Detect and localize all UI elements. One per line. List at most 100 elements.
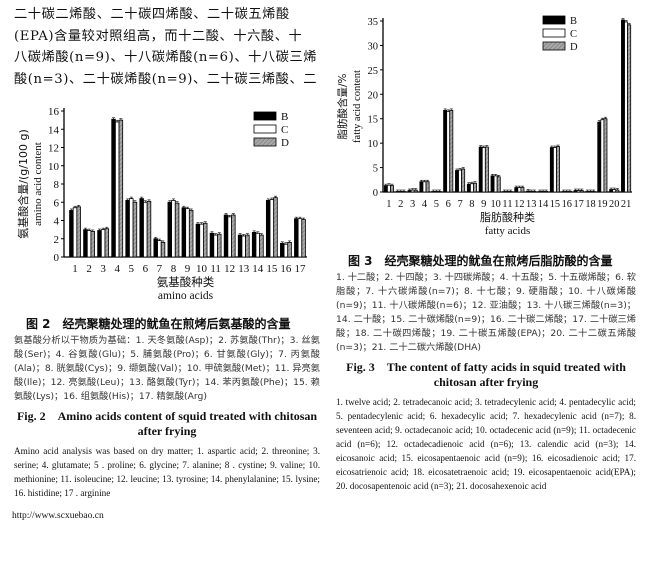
bar-C-9	[481, 147, 486, 193]
bar-C-17	[576, 190, 581, 193]
bar-C-12	[227, 216, 232, 258]
bar-B-6	[139, 198, 144, 258]
y-tick-label: 0	[373, 188, 378, 199]
bar-C-11	[213, 234, 218, 258]
bar-D-3	[104, 228, 110, 258]
fig2-note-en: Amino acid analysis was based on dry mat…	[14, 446, 320, 498]
bar-C-15	[552, 147, 557, 193]
x-tick-label: 2	[86, 263, 92, 275]
bar-B-11	[502, 191, 507, 193]
x-tick-label: 5	[129, 263, 135, 275]
y-tick-label: 25	[368, 66, 379, 77]
bar-C-6	[446, 110, 451, 193]
bar-D-2	[401, 191, 406, 193]
y-tick-label: 30	[368, 41, 379, 52]
body-line: (EPA)含量较对照组高，而十二酸、十六酸、十	[14, 28, 303, 44]
bar-D-7	[461, 168, 466, 193]
legend-swatch-B	[253, 111, 277, 121]
bar-C-5	[434, 191, 439, 193]
x-tick-label: 1	[386, 199, 391, 210]
x-tick-label: 6	[143, 263, 149, 275]
bar-B-3	[407, 190, 412, 193]
x-tick-label: 8	[469, 199, 474, 210]
bar-B-16	[561, 191, 566, 193]
bar-C-2	[398, 191, 403, 193]
fig2-note-cn: 氨基酸分析以干物质为基础：1. 天冬氨酸(Asp)；2. 苏氨酸(Thr)；3.…	[14, 335, 320, 402]
bar-D-10	[496, 176, 501, 193]
bar-B-11	[209, 232, 215, 258]
y-tick-label: 35	[368, 17, 379, 28]
bar-C-2	[86, 230, 92, 258]
body-line: 酸(n=3)、二十碳烯酸(n=9)、二十碳三烯酸、二	[14, 71, 318, 87]
bar-C-8	[469, 183, 474, 193]
x-tick-label: 9	[481, 199, 486, 210]
bar-D-12	[231, 214, 236, 258]
bar-D-18	[591, 191, 596, 193]
bar-C-14	[255, 232, 261, 258]
bar-B-2	[83, 229, 88, 258]
legend-swatch-C	[542, 28, 566, 38]
bar-B-8	[167, 201, 173, 258]
x-tick-label: 14	[538, 199, 549, 210]
bar-B-5	[431, 191, 436, 193]
x-tick-label: 12	[224, 263, 235, 275]
bar-C-15	[269, 199, 275, 258]
bar-C-1	[72, 207, 78, 258]
bar-B-10	[195, 223, 201, 258]
fig3-caption-en: Fig. 3 The content of fatty acids in squ…	[346, 360, 626, 389]
x-tick-label: 11	[502, 199, 512, 210]
y-tick-label: 10	[368, 139, 379, 150]
journal-url: http://www.scxuebao.cn	[12, 511, 104, 521]
bar-C-21	[624, 21, 629, 193]
y-tick-label: 5	[373, 164, 378, 175]
bar-B-1	[69, 210, 74, 258]
bar-B-17	[294, 218, 299, 258]
x-tick-label: 4	[114, 263, 120, 275]
x-tick-label: 20	[609, 199, 619, 210]
body-line: 二十碳二烯酸、二十碳四烯酸、二十碳五烯酸	[14, 7, 290, 22]
bar-D-13	[245, 234, 250, 258]
bar-C-19	[600, 119, 605, 193]
bar-C-10	[199, 223, 204, 258]
y-axis-label-cn: 脂肪酸含量/%	[336, 73, 349, 139]
bar-B-13	[526, 190, 531, 193]
y-tick-label: 0	[54, 252, 60, 264]
bar-D-17	[579, 190, 584, 193]
bar-C-16	[564, 191, 569, 193]
bar-D-9	[484, 146, 489, 193]
bar-B-12	[514, 187, 519, 193]
bar-D-13	[532, 191, 537, 193]
bar-D-5	[437, 191, 442, 193]
bar-C-13	[529, 191, 534, 193]
fig3-note-cn: 1. 十二酸；2. 十四酸；3. 十四碳烯酸；4. 十五酸；5. 十五碳烯酸；6…	[336, 272, 636, 353]
bar-C-7	[157, 240, 162, 258]
x-tick-label: 8	[171, 263, 177, 275]
bar-B-9	[181, 207, 187, 258]
bar-C-10	[493, 175, 498, 193]
bar-B-2	[395, 191, 400, 193]
x-tick-label: 15	[266, 263, 278, 275]
bar-D-14	[259, 234, 264, 258]
legend-label-B: B	[281, 111, 288, 123]
y-tick-label: 8	[54, 179, 60, 191]
x-tick-label: 16	[562, 199, 572, 210]
bar-C-6	[143, 201, 148, 258]
bar-C-18	[588, 191, 593, 193]
x-tick-label: 7	[157, 263, 163, 275]
x-tick-label: 11	[210, 263, 221, 275]
x-axis-label-cn: 脂肪酸种类	[480, 210, 535, 224]
bar-C-3	[100, 229, 106, 258]
bar-B-13	[237, 234, 243, 258]
bar-D-4	[425, 181, 430, 193]
x-tick-label: 17	[294, 263, 306, 275]
bar-D-21	[627, 24, 632, 193]
x-tick-label: 21	[621, 199, 631, 210]
bar-B-12	[223, 214, 229, 258]
x-axis-label-en: amino acids	[158, 290, 214, 302]
bar-B-15	[265, 200, 271, 258]
y-axis-label-en: fatty acid content	[352, 70, 363, 143]
bar-D-11	[508, 191, 513, 193]
bar-D-4	[118, 119, 124, 258]
